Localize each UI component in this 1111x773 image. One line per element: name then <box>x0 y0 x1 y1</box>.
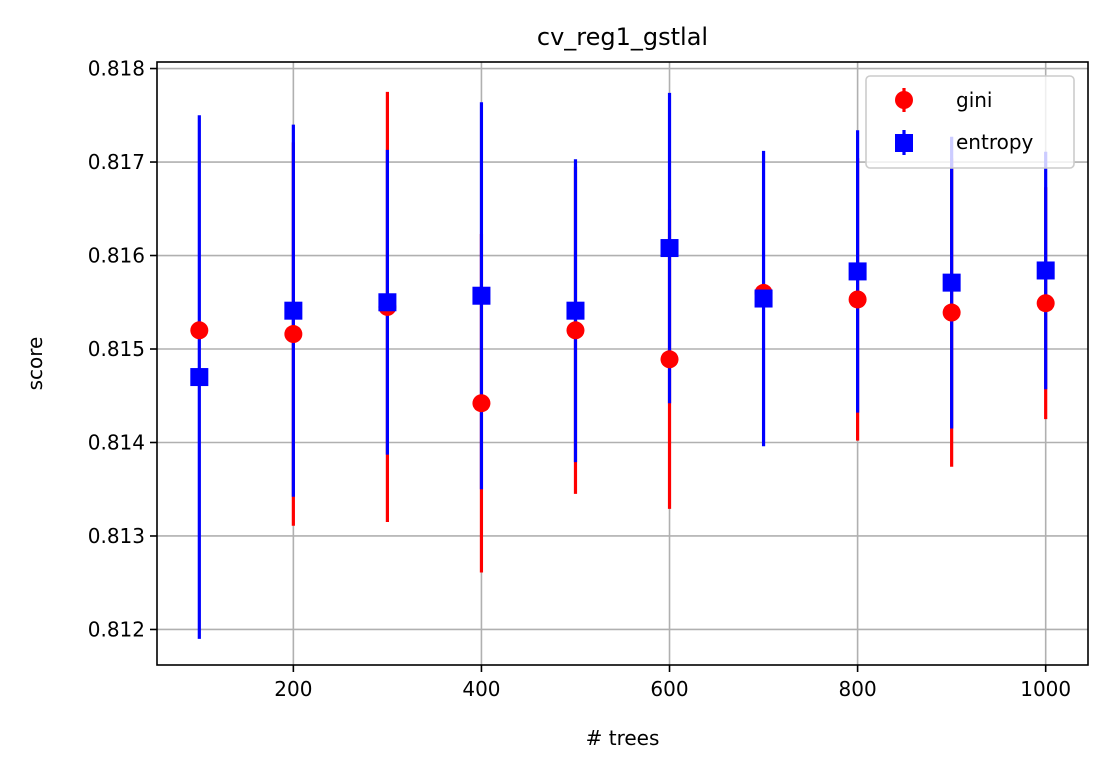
x-tick-label: 200 <box>274 677 312 701</box>
gini-point <box>1036 294 1055 313</box>
plot-frame <box>156 61 1089 666</box>
entropy-point <box>378 293 397 312</box>
y-tick-label: 0.813 <box>88 524 145 548</box>
x-tick-label: 600 <box>650 677 688 701</box>
legend-entropy-label: entropy <box>956 130 1034 154</box>
gini-point <box>566 321 585 340</box>
legend-box <box>865 75 1075 169</box>
gini-point <box>190 321 209 340</box>
y-tick-label: 0.812 <box>88 617 145 641</box>
entropy-point <box>1036 261 1055 280</box>
entropy-point <box>566 301 585 320</box>
gini-point <box>472 394 491 413</box>
x-tick-label: 1000 <box>1020 677 1071 701</box>
y-tick-label: 0.816 <box>88 244 145 268</box>
legend-entry-entropy: entropy <box>895 130 1034 155</box>
entropy-point <box>754 289 773 308</box>
gini-point <box>848 290 867 309</box>
entropy-point <box>660 239 679 258</box>
x-axis-label: # trees <box>586 726 660 750</box>
entropy-point <box>190 368 209 387</box>
entropy-point <box>942 273 961 292</box>
legend-gini-label: gini <box>956 88 992 112</box>
axis-ticks: 200 400 600 800 1000 0.812 0.813 0.814 0.815 0.81… <box>88 57 1071 701</box>
y-tick-label: 0.817 <box>88 150 145 174</box>
data-markers <box>190 239 1055 413</box>
y-tick-label: 0.815 <box>88 337 145 361</box>
entropy-point <box>284 301 303 320</box>
legend-gini-marker <box>895 91 913 109</box>
gini-point <box>942 303 961 322</box>
chart-title: cv_reg1_gstlal <box>537 23 708 51</box>
legend-entropy-marker <box>895 134 913 152</box>
gini-point <box>284 325 303 344</box>
legend: gini entropy <box>865 75 1075 169</box>
y-tick-label: 0.814 <box>88 430 145 454</box>
x-tick-label: 400 <box>462 677 500 701</box>
x-tick-label: 800 <box>839 677 877 701</box>
entropy-point <box>472 286 491 305</box>
y-axis-label: score <box>23 337 47 391</box>
legend-entry-gini: gini <box>895 88 992 112</box>
gini-point <box>660 350 679 369</box>
entropy-point <box>848 262 867 281</box>
y-tick-label: 0.818 <box>88 57 145 81</box>
